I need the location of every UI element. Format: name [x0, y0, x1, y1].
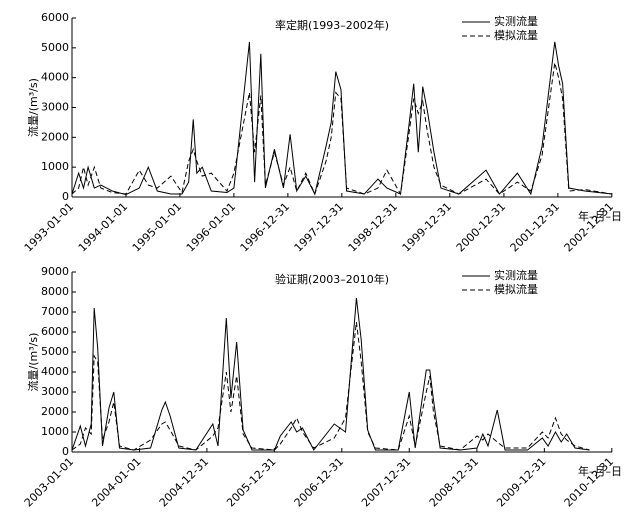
chart-title: 验证期(2003–2010年): [275, 272, 389, 286]
x-tick-label: 1996-01-01: [184, 200, 238, 254]
series-line: [71, 321, 590, 451]
legend-label: 模拟流量: [494, 28, 538, 42]
x-axis-label: 年–月–日: [578, 464, 622, 478]
series-line: [71, 62, 612, 196]
x-tick-label: 1999-12-31: [400, 200, 454, 254]
y-tick-label: 4000: [41, 365, 69, 378]
x-tick-label: 2003-01-01: [22, 455, 76, 509]
x-tick-label: 1998-12-31: [346, 200, 400, 254]
y-tick-label: 2000: [41, 405, 69, 418]
x-tick-label: 2010-12-31: [562, 455, 616, 509]
y-tick-label: 8000: [41, 285, 69, 298]
x-tick-label: 2002-12-31: [562, 200, 616, 254]
x-tick-label: 1997-12-31: [292, 200, 346, 254]
x-tick-label: 2005-12-31: [224, 455, 278, 509]
y-tick-label: 3000: [41, 385, 69, 398]
y-tick-label: 5000: [41, 41, 69, 54]
x-tick-label: 2001-12-31: [508, 200, 562, 254]
x-tick-label: 2004-12-31: [157, 455, 211, 509]
legend-label: 实测流量: [494, 268, 538, 282]
x-tick-label: 1994-01-01: [76, 200, 130, 254]
chart-title: 率定期(1993–2002年): [275, 18, 389, 32]
legend-label: 模拟流量: [494, 282, 538, 296]
x-tick-label: 1996-12-31: [238, 200, 292, 254]
y-tick-label: 1000: [41, 160, 69, 173]
y-tick-label: 2000: [41, 130, 69, 143]
y-tick-label: 0: [62, 190, 69, 203]
y-axis-label: 流量/(m³/s): [26, 333, 40, 392]
x-tick-label: 2007-12-31: [359, 455, 413, 509]
y-tick-label: 1000: [41, 425, 69, 438]
y-tick-label: 7000: [41, 305, 69, 318]
x-tick-label: 2008-12-31: [427, 455, 481, 509]
x-tick-label: 1993-01-01: [22, 200, 76, 254]
x-tick-label: 2006-12-31: [292, 455, 346, 509]
series-line: [71, 297, 590, 451]
legend-label: 实测流量: [494, 14, 538, 28]
y-tick-label: 4000: [41, 71, 69, 84]
series-line: [71, 41, 612, 196]
x-axis-label: 年–月–日: [578, 209, 622, 223]
y-tick-label: 0: [62, 445, 69, 458]
x-tick-label: 2009-12-31: [494, 455, 548, 509]
y-tick-label: 6000: [41, 11, 69, 24]
x-tick-label: 2000-12-31: [454, 200, 508, 254]
y-tick-label: 5000: [41, 345, 69, 358]
y-tick-label: 3000: [41, 101, 69, 114]
x-tick-label: 2004-01-01: [89, 455, 143, 509]
y-tick-label: 9000: [41, 265, 69, 278]
y-tick-label: 6000: [41, 325, 69, 338]
x-tick-label: 1995-01-01: [130, 200, 184, 254]
y-axis-label: 流量/(m³/s): [26, 78, 40, 137]
